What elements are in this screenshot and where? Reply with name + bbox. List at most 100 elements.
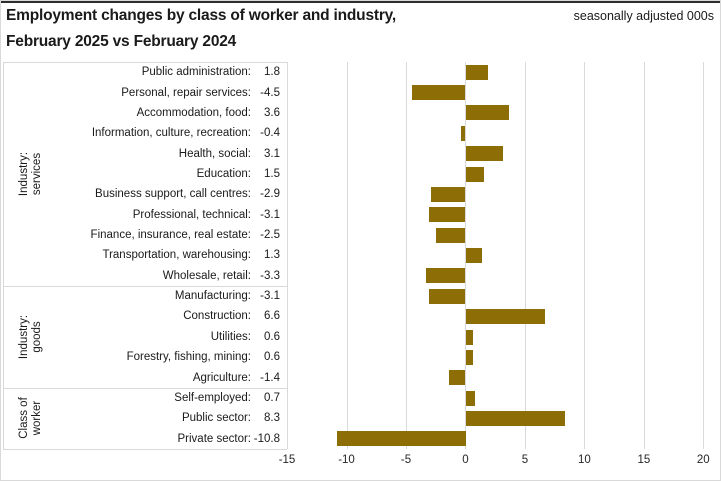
category-label: Manufacturing: bbox=[174, 290, 251, 303]
x-tick-label: -5 bbox=[400, 454, 412, 466]
category-label: Personal, repair services: bbox=[121, 86, 251, 99]
x-tick-label: 5 bbox=[521, 454, 529, 466]
category-value: 0.6 bbox=[264, 330, 280, 343]
bar bbox=[411, 85, 466, 101]
gridline bbox=[703, 62, 705, 449]
bar bbox=[466, 390, 475, 406]
x-tick-label: 15 bbox=[637, 454, 651, 466]
category-label: Business support, call centres: bbox=[95, 188, 251, 201]
category-value: -3.1 bbox=[260, 208, 280, 221]
category-value: 1.3 bbox=[264, 249, 280, 262]
gridline bbox=[287, 62, 288, 449]
category-row: Public administration: 1.8 bbox=[58, 62, 285, 82]
bar bbox=[426, 268, 466, 284]
category-row: Wholesale, retail: -3.3 bbox=[58, 266, 285, 286]
bar bbox=[466, 349, 474, 365]
category-row: Education: 1.5 bbox=[58, 164, 285, 184]
label-box-top-border bbox=[3, 62, 287, 63]
category-label: Accommodation, food: bbox=[136, 106, 251, 119]
bar bbox=[466, 309, 545, 325]
bar bbox=[466, 146, 504, 162]
group-label-cell: Industry: services bbox=[5, 62, 57, 286]
gridline bbox=[524, 62, 526, 449]
bar bbox=[466, 329, 474, 345]
category-value: -2.5 bbox=[260, 229, 280, 242]
category-value: -1.4 bbox=[260, 371, 280, 384]
axis-units-note: seasonally adjusted 000s bbox=[573, 9, 714, 23]
chart-top-border bbox=[1, 1, 720, 3]
category-value: 1.8 bbox=[264, 66, 280, 79]
category-row: Manufacturing: -3.1 bbox=[58, 286, 285, 306]
category-value: 0.6 bbox=[264, 351, 280, 364]
category-value: -3.1 bbox=[260, 290, 280, 303]
category-label: Education: bbox=[196, 167, 251, 180]
category-label: Construction: bbox=[183, 310, 251, 323]
category-row: Self-employed: 0.7 bbox=[58, 388, 285, 408]
chart-title-line2: February 2025 vs February 2024 bbox=[6, 33, 237, 50]
category-row: Information, culture, recreation: -0.4 bbox=[58, 123, 285, 143]
category-label: Health, social: bbox=[178, 147, 251, 160]
group-label: Class of worker bbox=[18, 397, 43, 440]
category-label: Wholesale, retail: bbox=[162, 269, 251, 282]
category-row: Utilities: 0.6 bbox=[58, 327, 285, 347]
group-label-cell: Class of worker bbox=[5, 388, 57, 449]
category-row: Business support, call centres: -2.9 bbox=[58, 184, 285, 204]
bar bbox=[428, 207, 466, 223]
category-value: -4.5 bbox=[260, 86, 280, 99]
group-separator-goods-worker bbox=[3, 388, 287, 389]
bar bbox=[466, 248, 482, 263]
category-value: 3.1 bbox=[264, 147, 280, 160]
category-value: -2.9 bbox=[260, 188, 280, 201]
x-tick-label: -15 bbox=[278, 454, 296, 466]
bar bbox=[466, 64, 488, 80]
bar bbox=[448, 370, 466, 386]
group-label: Industry: goods bbox=[18, 314, 43, 360]
x-tick-label: 20 bbox=[696, 454, 710, 466]
bar bbox=[435, 227, 466, 243]
category-value: 8.3 bbox=[264, 412, 280, 425]
category-row: Health, social: 3.1 bbox=[58, 143, 285, 163]
bar bbox=[466, 105, 510, 121]
category-row: Forestry, fishing, mining: 0.6 bbox=[58, 347, 285, 367]
category-label: Professional, technical: bbox=[132, 208, 251, 221]
bar bbox=[466, 410, 566, 426]
gridline bbox=[643, 62, 645, 449]
category-row: Personal, repair services: -4.5 bbox=[58, 82, 285, 102]
category-value: -10.8 bbox=[253, 432, 280, 445]
category-label: Utilities: bbox=[210, 330, 251, 343]
category-row: Agriculture: -1.4 bbox=[58, 367, 285, 387]
group-label: Industry: services bbox=[18, 151, 43, 197]
category-row: Accommodation, food: 3.6 bbox=[58, 103, 285, 123]
label-box-bottom-border bbox=[3, 449, 287, 450]
category-label: Forestry, fishing, mining: bbox=[126, 351, 251, 364]
category-label-column: Public administration: 1.8 Personal, repai… bbox=[58, 62, 285, 449]
category-label: Information, culture, recreation: bbox=[91, 127, 251, 140]
category-row: Public sector: 8.3 bbox=[58, 408, 285, 428]
gridline bbox=[346, 62, 348, 449]
category-value: 1.5 bbox=[264, 167, 280, 180]
category-row: Transportation, warehousing: 1.3 bbox=[58, 245, 285, 265]
category-label: Public sector: bbox=[181, 412, 251, 425]
category-value: 6.6 bbox=[264, 310, 280, 323]
category-row: Finance, insurance, real estate: -2.5 bbox=[58, 225, 285, 245]
x-tick-label: 0 bbox=[462, 454, 469, 466]
gridline bbox=[406, 62, 407, 449]
label-box-left-border bbox=[3, 62, 4, 450]
group-separator-services-goods bbox=[3, 286, 287, 287]
bar bbox=[428, 288, 466, 304]
bar bbox=[337, 431, 466, 447]
group-label-cell: Industry: goods bbox=[5, 286, 57, 388]
x-tick-label: -10 bbox=[338, 454, 355, 466]
gridline bbox=[465, 62, 467, 449]
category-label: Private sector: bbox=[177, 432, 252, 445]
category-label: Self-employed: bbox=[174, 391, 251, 404]
category-value: 3.6 bbox=[264, 106, 280, 119]
category-row: Professional, technical: -3.1 bbox=[58, 205, 285, 225]
x-tick-label: 10 bbox=[577, 454, 591, 466]
gridline bbox=[584, 62, 586, 449]
category-value: -3.3 bbox=[260, 269, 280, 282]
bar bbox=[466, 166, 485, 182]
category-label: Public administration: bbox=[141, 66, 251, 79]
category-value: -0.4 bbox=[260, 127, 280, 140]
